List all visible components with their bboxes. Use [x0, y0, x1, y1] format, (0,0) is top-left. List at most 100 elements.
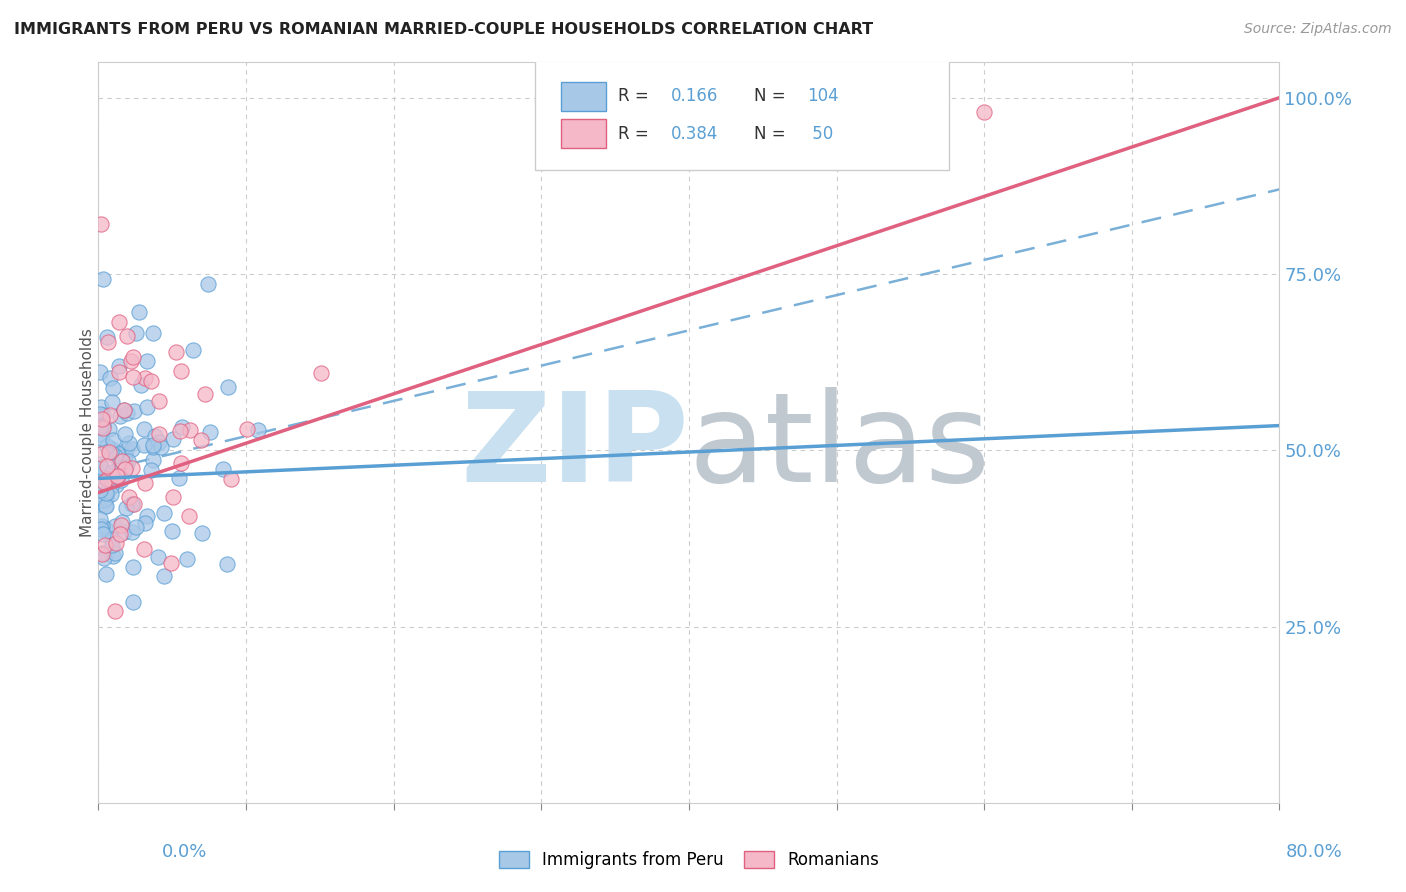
- Point: [97, 334, 120, 349]
- Point: [94, 499, 117, 513]
- Point: [96, 330, 118, 344]
- Point: [100, 487, 122, 501]
- Point: [98, 408, 121, 422]
- Point: [104, 450, 127, 464]
- Point: [111, 454, 134, 468]
- Point: [91, 421, 114, 435]
- Text: R =: R =: [619, 87, 654, 105]
- Point: [96, 458, 118, 473]
- Point: [91, 408, 114, 422]
- Point: [194, 387, 217, 401]
- Point: [121, 442, 143, 456]
- Point: [110, 473, 132, 487]
- Point: [89, 469, 111, 483]
- Point: [111, 515, 134, 529]
- Point: [122, 595, 145, 609]
- Point: [191, 526, 214, 541]
- FancyBboxPatch shape: [536, 59, 949, 169]
- Point: [132, 422, 155, 436]
- Point: [122, 559, 145, 574]
- Point: [101, 442, 124, 456]
- Point: [101, 434, 124, 448]
- Point: [107, 468, 129, 483]
- Point: [135, 508, 157, 523]
- Point: [153, 506, 176, 520]
- Point: [177, 509, 200, 524]
- Point: [104, 477, 127, 491]
- Y-axis label: Married-couple Households: Married-couple Households: [80, 328, 94, 537]
- Point: [114, 500, 136, 515]
- Text: N =: N =: [754, 125, 790, 143]
- Point: [117, 453, 139, 467]
- Point: [89, 483, 111, 497]
- Point: [90, 522, 112, 536]
- Point: [114, 460, 136, 475]
- Point: [121, 524, 143, 539]
- Point: [115, 328, 138, 343]
- Point: [122, 370, 145, 384]
- Point: [115, 442, 138, 457]
- Point: [139, 374, 162, 388]
- Point: [148, 427, 170, 442]
- Point: [160, 524, 183, 538]
- Point: [122, 497, 145, 511]
- Point: [114, 449, 136, 463]
- Point: [124, 404, 146, 418]
- Point: [162, 491, 184, 505]
- Point: [142, 438, 165, 452]
- Point: [198, 425, 221, 439]
- Point: [101, 549, 124, 564]
- Point: [135, 401, 157, 415]
- Point: [94, 466, 117, 480]
- Point: [118, 436, 141, 450]
- Point: [94, 538, 117, 552]
- Point: [90, 427, 112, 442]
- Point: [90, 431, 112, 445]
- Point: [91, 526, 114, 541]
- Point: [148, 549, 170, 564]
- Point: [104, 604, 127, 618]
- Text: N =: N =: [754, 87, 790, 105]
- Point: [112, 525, 135, 540]
- Point: [181, 343, 204, 358]
- Point: [93, 499, 115, 513]
- Point: [101, 533, 124, 547]
- Text: 0.166: 0.166: [671, 87, 718, 105]
- Point: [121, 497, 143, 511]
- Point: [179, 424, 201, 438]
- Point: [91, 412, 114, 426]
- Point: [128, 305, 150, 319]
- Point: [98, 370, 121, 384]
- Point: [90, 519, 112, 533]
- Point: [103, 381, 125, 395]
- Point: [94, 491, 117, 505]
- FancyBboxPatch shape: [561, 120, 606, 147]
- Point: [89, 365, 111, 379]
- Point: [101, 394, 124, 409]
- Point: [125, 326, 148, 340]
- Text: atlas: atlas: [689, 387, 991, 508]
- Point: [90, 447, 112, 461]
- Point: [973, 104, 995, 119]
- Point: [142, 452, 165, 467]
- Point: [93, 475, 115, 490]
- Point: [170, 420, 193, 434]
- Point: [136, 354, 159, 368]
- Point: [217, 380, 239, 394]
- Text: R =: R =: [619, 125, 654, 143]
- Point: [134, 541, 156, 556]
- Point: [90, 400, 112, 414]
- Point: [93, 520, 115, 534]
- Point: [100, 479, 122, 493]
- Point: [143, 428, 166, 442]
- Point: [91, 417, 114, 432]
- Text: 80.0%: 80.0%: [1286, 843, 1343, 861]
- Point: [217, 558, 239, 572]
- Point: [96, 486, 118, 500]
- Point: [125, 520, 148, 534]
- Point: [197, 277, 219, 291]
- Point: [148, 394, 170, 409]
- Legend: Immigrants from Peru, Romanians: Immigrants from Peru, Romanians: [492, 845, 886, 876]
- Point: [89, 407, 111, 421]
- Point: [148, 435, 170, 450]
